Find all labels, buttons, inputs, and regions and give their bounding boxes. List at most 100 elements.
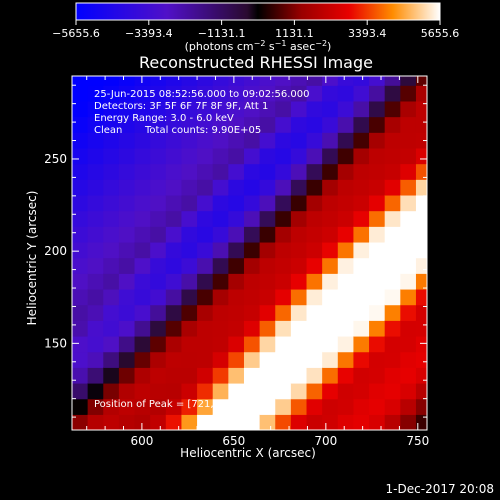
heatmap-cell — [72, 163, 89, 180]
heatmap-cell — [72, 367, 89, 384]
heatmap-cell — [228, 226, 245, 243]
x-tick-label: 750 — [406, 434, 429, 448]
heatmap-cell — [150, 257, 167, 274]
heatmap-cell — [290, 414, 308, 430]
heatmap-cell — [384, 194, 401, 212]
heatmap-cell — [369, 179, 386, 196]
heatmap-cell — [181, 116, 198, 133]
heatmap-cell — [103, 85, 120, 102]
heatmap-cell — [353, 320, 370, 337]
x-tick-label: 700 — [314, 434, 337, 448]
heatmap-cell — [259, 76, 276, 86]
heatmap-cell — [415, 414, 427, 430]
heatmap-cell — [103, 241, 120, 259]
heatmap-cell — [134, 100, 151, 118]
heatmap-cell — [181, 210, 198, 227]
heatmap-cell — [337, 320, 355, 337]
heatmap-cell — [384, 398, 401, 415]
heatmap-cell — [228, 382, 245, 400]
heatmap-cell — [197, 382, 214, 400]
colorbar: −5655.6 −3393.4 −1131.1 1131.1 3393.4 5655.6 … — [52, 2, 459, 53]
heatmap-cell — [181, 288, 198, 306]
heatmap-cell — [259, 367, 276, 384]
heatmap-cell — [353, 367, 370, 384]
heatmap-cell — [415, 398, 427, 415]
heatmap-cell — [337, 288, 355, 306]
heatmap-cell — [150, 210, 167, 227]
heatmap-cell — [134, 367, 151, 384]
heatmap-cell — [243, 210, 261, 227]
heatmap-cell — [165, 163, 183, 180]
heatmap-cell — [259, 226, 276, 243]
heatmap-cell — [290, 288, 308, 306]
heatmap-cell — [243, 179, 261, 196]
heatmap-cell — [118, 163, 136, 180]
heatmap-cell — [243, 257, 261, 274]
colorbar-tick-label: −5655.6 — [52, 27, 100, 40]
heatmap-cell — [212, 351, 229, 368]
heatmap-cell — [306, 226, 323, 243]
heatmap-cell — [259, 335, 276, 353]
heatmap-cell — [400, 320, 417, 337]
y-axis-label: Heliocentric Y (arcsec) — [25, 191, 39, 326]
heatmap-cell — [306, 147, 323, 165]
heatmap-cell — [134, 116, 151, 133]
heatmap-cell — [243, 226, 261, 243]
heatmap-cell — [134, 335, 151, 353]
heatmap-cell — [400, 398, 417, 415]
heatmap-cell — [369, 85, 386, 102]
heatmap-cell — [337, 304, 355, 321]
heatmap-cell — [197, 210, 214, 227]
colorbar-gradient — [75, 2, 441, 21]
heatmap-cell — [400, 147, 417, 165]
time-range-annotation: 25-Jun-2015 08:52:56.000 to 09:02:56.000 — [94, 89, 310, 100]
heatmap-cell — [400, 335, 417, 353]
heatmap-cell — [87, 382, 104, 400]
heatmap-cell — [290, 179, 308, 196]
heatmap-cell — [134, 147, 151, 165]
heatmap-cell — [212, 320, 229, 337]
heatmap-cell — [165, 382, 183, 400]
heatmap-cell — [87, 367, 104, 384]
heatmap-cell — [259, 304, 276, 321]
heatmap-cell — [197, 100, 214, 118]
heatmap-cell — [290, 226, 308, 243]
heatmap-cell — [72, 257, 89, 274]
heatmap-cell — [87, 116, 104, 133]
heatmap-cell — [415, 147, 427, 165]
heatmap-cell — [165, 116, 183, 133]
heatmap-cell — [228, 320, 245, 337]
heatmap-cell — [72, 210, 89, 227]
heatmap-cell — [118, 241, 136, 259]
heatmap-cell — [322, 163, 339, 180]
heatmap-cell — [275, 398, 292, 415]
heatmap-cell — [353, 147, 370, 165]
heatmap-cell — [259, 132, 276, 149]
heatmap-cell — [228, 273, 245, 290]
heatmap-cell — [150, 100, 167, 118]
heatmap-cell — [384, 132, 401, 149]
heatmap-cell — [415, 382, 427, 400]
heatmap-cell — [72, 273, 89, 290]
heatmap-cell — [275, 304, 292, 321]
x-axis-label: Heliocentric X (arcsec) — [180, 446, 316, 460]
heatmap-cell — [415, 320, 427, 337]
heatmap-cell — [134, 226, 151, 243]
heatmap-cell — [243, 132, 261, 149]
heatmap-cell — [322, 257, 339, 274]
heatmap-cell — [306, 273, 323, 290]
heatmap-cell — [150, 367, 167, 384]
heatmap-cell — [384, 414, 401, 430]
heatmap-cell — [400, 304, 417, 321]
heatmap-cell — [275, 351, 292, 368]
heatmap-cell — [212, 398, 229, 415]
y-tick-label: 200 — [44, 244, 67, 258]
heatmap-cell — [103, 320, 120, 337]
heatmap-cell — [337, 257, 355, 274]
heatmap-cell — [369, 194, 386, 212]
heatmap-cell — [103, 194, 120, 212]
heatmap-cell — [353, 100, 370, 118]
heatmap-cell — [72, 100, 89, 118]
heatmap-cell — [415, 194, 427, 212]
heatmap-cell — [290, 76, 308, 86]
